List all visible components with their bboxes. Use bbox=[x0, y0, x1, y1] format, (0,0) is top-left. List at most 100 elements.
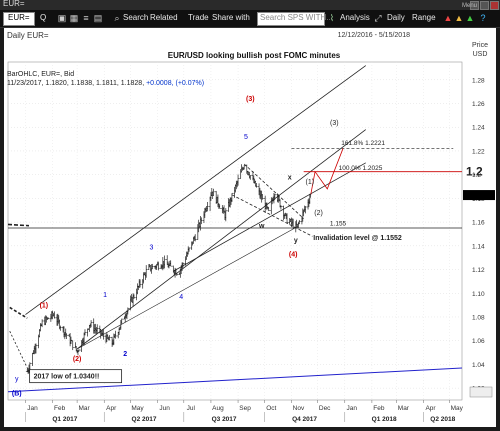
share-search-input[interactable] bbox=[257, 12, 325, 26]
wave-label-3-red: (3) bbox=[246, 96, 255, 103]
channel-middle-line bbox=[76, 129, 367, 350]
search-icon[interactable]: ⌕ bbox=[114, 13, 120, 23]
range-select[interactable]: Range bbox=[412, 13, 436, 22]
wave-label-5: 5 bbox=[244, 134, 248, 141]
menu-button[interactable]: Menu bbox=[462, 3, 478, 9]
fib-100-label: 100.0% 1.2025 bbox=[339, 165, 383, 172]
axes: 1.021.041.061.081.101.121.141.161.181.21… bbox=[25, 77, 495, 423]
quarter-tick-label: Q4 2017 bbox=[292, 416, 317, 423]
fib-1618-label: 161.8% 1.2221 bbox=[341, 140, 385, 147]
link-icon[interactable]: ▲ bbox=[454, 13, 464, 23]
ohlc-bar bbox=[261, 194, 264, 200]
ric-input[interactable] bbox=[3, 12, 35, 26]
ohlc-bar bbox=[291, 218, 295, 230]
month-tick-label: Feb bbox=[54, 405, 66, 412]
ohlc-bar bbox=[175, 273, 179, 276]
b-wave-dash bbox=[9, 331, 30, 372]
wave-label-3-blue: 3 bbox=[150, 244, 154, 251]
color-icon[interactable]: ▲ bbox=[465, 13, 475, 23]
wave-labels: (3) 5 x w y (4) (1) (2) (3) 161.8% 1.2221 100.0% 1… bbox=[12, 96, 488, 397]
wave-label-4-blue: 4 bbox=[179, 294, 183, 301]
big-level-label: 1.2 bbox=[466, 165, 483, 179]
layout-icon[interactable]: ▤ bbox=[93, 13, 103, 23]
ohlc-bar bbox=[308, 193, 311, 205]
month-tick-label: Sep bbox=[239, 405, 251, 412]
expand-icon[interactable]: ⤢ bbox=[374, 13, 382, 23]
ohlc-bar bbox=[206, 202, 209, 212]
interval-select[interactable]: Daily bbox=[387, 13, 405, 22]
maximize-button[interactable] bbox=[480, 1, 489, 10]
plot-border bbox=[7, 61, 463, 401]
wave-label-1-blue: 1 bbox=[103, 292, 107, 299]
ohlc-bar bbox=[71, 340, 74, 351]
ohlc-bar bbox=[145, 265, 148, 278]
ohlc-bar bbox=[89, 320, 93, 328]
month-tick-label: Jun bbox=[159, 405, 170, 412]
pin-icon[interactable]: ▲ bbox=[443, 13, 453, 23]
channel-lower-line bbox=[174, 162, 366, 272]
ohlc-bar bbox=[59, 325, 62, 331]
quarter-tick-label: Q3 2017 bbox=[212, 416, 237, 423]
month-tick-label: Nov bbox=[293, 405, 305, 412]
support-level-label: 1.155 bbox=[330, 221, 347, 228]
ohlc-bar bbox=[181, 262, 185, 268]
legend-line-1: BarOHLC, EUR=, Bid bbox=[7, 71, 74, 78]
ohlc-bar bbox=[108, 335, 111, 341]
help-icon[interactable]: ? bbox=[480, 13, 486, 23]
close-button[interactable] bbox=[490, 1, 499, 10]
month-tick-label: Jan bbox=[27, 405, 38, 412]
legend-change: +0.0008, (+0.07%) bbox=[146, 80, 204, 87]
wave-label-2-blue: 2 bbox=[123, 351, 127, 358]
ohlc-bar bbox=[40, 319, 44, 328]
ohlc-bar bbox=[34, 343, 38, 354]
prior-trend-dash bbox=[9, 306, 28, 319]
search-button[interactable]: Search bbox=[123, 13, 149, 22]
search-prefix[interactable]: Q bbox=[40, 13, 47, 22]
quarter-tick-label: Q2 2017 bbox=[132, 416, 157, 423]
channel-inner-line bbox=[76, 227, 296, 350]
trade-menu[interactable]: Trade bbox=[188, 13, 209, 22]
ohlc-bar bbox=[304, 206, 307, 214]
ohlc-bar bbox=[126, 307, 130, 315]
y-tick-label: 1.10 bbox=[472, 291, 485, 298]
ohlc-bars bbox=[26, 164, 312, 375]
wave-label-proj-1: (1) bbox=[306, 179, 315, 186]
grid-icon[interactable]: ▦ bbox=[69, 13, 79, 23]
ohlc-bar bbox=[255, 182, 258, 188]
ohlc-bar bbox=[120, 318, 123, 325]
ohlc-bar bbox=[212, 188, 215, 196]
ohlc-bar bbox=[47, 317, 50, 320]
y-tick-label: 1.06 bbox=[472, 338, 485, 345]
low-note-label: 2017 low of 1.0340!! bbox=[34, 374, 100, 381]
tv-icon[interactable]: ▣ bbox=[57, 13, 67, 23]
ohlc-bar bbox=[151, 263, 154, 270]
y-tick-label: 1.26 bbox=[472, 101, 485, 108]
ohlc-bar bbox=[77, 349, 81, 352]
list-icon[interactable]: ≡ bbox=[83, 13, 89, 23]
ohlc-bar bbox=[187, 247, 191, 252]
y-tick-label: 1.22 bbox=[472, 148, 485, 155]
y-tick-label: 1.04 bbox=[472, 362, 485, 369]
month-tick-label: Oct bbox=[266, 405, 276, 412]
quarter-tick-label: Q2 2018 bbox=[430, 416, 455, 423]
currency-label: USD bbox=[473, 51, 488, 58]
auto-scale-button bbox=[469, 386, 493, 398]
minimize-button[interactable] bbox=[470, 1, 479, 10]
line-chart-icon[interactable]: ⌇ bbox=[329, 13, 335, 23]
ohlc-bar bbox=[31, 352, 34, 366]
prior-level-dash bbox=[7, 223, 30, 227]
legend-line-2: 11/23/2017, 1.1820, 1.1838, 1.1811, 1.18… bbox=[7, 80, 204, 87]
ohlc-bar bbox=[267, 207, 270, 212]
ohlc-bar bbox=[169, 260, 172, 267]
y-tick-label: 1.28 bbox=[472, 77, 485, 84]
price-axis-label: Price bbox=[472, 42, 488, 49]
ohlc-bar bbox=[132, 294, 136, 299]
month-tick-label: Apr bbox=[425, 405, 436, 412]
related-menu[interactable]: Related bbox=[150, 13, 178, 22]
analysis-menu[interactable]: Analysis bbox=[340, 13, 370, 22]
ohlc-bar bbox=[273, 193, 277, 200]
y-tick-label: 1.08 bbox=[472, 314, 485, 321]
ohlc-bar bbox=[163, 255, 166, 269]
wave-label-w: w bbox=[258, 223, 265, 230]
share-menu[interactable]: Share with bbox=[212, 13, 250, 22]
